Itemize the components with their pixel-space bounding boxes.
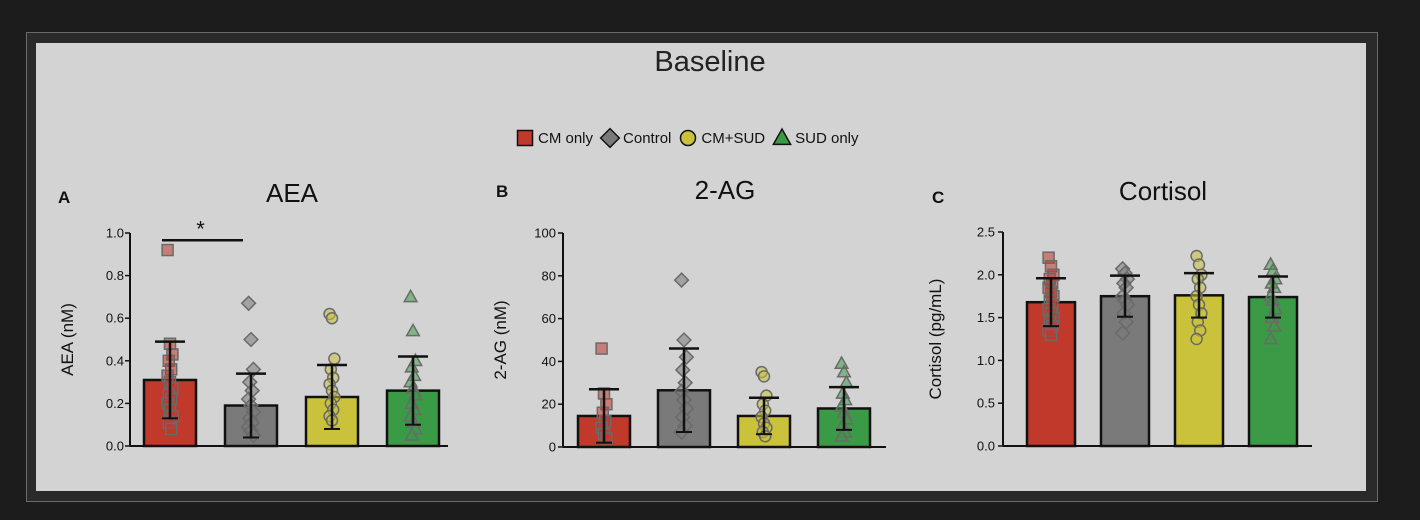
y-tick-label: 60 <box>542 311 556 326</box>
legend-marker-diamond <box>599 127 621 149</box>
panel-label: A <box>58 188 70 207</box>
legend-label: Control <box>623 129 672 147</box>
data-point <box>1266 318 1282 332</box>
chart-panel-c: C Cortisol Cortisol (pg/mL) 0.0 0.5 1.0 1.5 2.0… <box>926 176 1312 454</box>
legend-swatch <box>599 127 621 149</box>
y-tick-label: 1.5 <box>977 310 995 325</box>
y-tick-label: 0.0 <box>977 439 995 454</box>
data-point <box>1044 328 1058 341</box>
legend-label: SUD only <box>795 129 859 147</box>
legend-swatch <box>772 127 793 146</box>
y-axis-label: 2-AG (nM) <box>491 300 510 379</box>
chart-title: AEA <box>266 178 319 208</box>
y-tick-label: 2.0 <box>977 267 995 282</box>
y-tick-label: 80 <box>542 268 556 283</box>
legend-item: SUD only <box>771 127 859 149</box>
legend-marker-circle <box>680 129 697 147</box>
legend-swatch <box>680 129 697 147</box>
data-point <box>1114 325 1131 341</box>
y-tick-label: 1.0 <box>106 226 124 241</box>
chart-title: 2-AG <box>695 175 756 205</box>
data-point <box>240 295 257 312</box>
data-point <box>1262 330 1279 345</box>
y-tick-label: 0.5 <box>977 396 995 411</box>
data-point <box>595 342 608 355</box>
y-tick-label: 20 <box>542 397 556 412</box>
data-point <box>833 428 850 442</box>
legend-item: CM+SUD <box>677 127 765 149</box>
y-axis-label: AEA (nM) <box>58 303 77 376</box>
panel-label: B <box>496 182 508 201</box>
chart-title: Cortisol <box>1119 176 1207 206</box>
data-point <box>164 422 178 436</box>
data-point <box>404 427 420 441</box>
legend: CM only Control CM+SUD SUD only <box>514 127 865 149</box>
data-point <box>402 288 419 303</box>
y-tick-label: 0 <box>549 440 556 455</box>
data-point <box>405 322 421 337</box>
y-tick-label: 0.6 <box>106 311 124 326</box>
y-tick-label: 1.0 <box>977 353 995 368</box>
significance-star: * <box>196 216 205 241</box>
y-tick-label: 0.8 <box>106 268 124 283</box>
legend-item: Control <box>599 127 671 149</box>
data-point <box>243 331 259 348</box>
y-tick-label: 40 <box>542 354 556 369</box>
data-point <box>678 349 695 366</box>
y-axis-label: Cortisol (pg/mL) <box>926 279 945 400</box>
legend-item: CM only <box>514 127 593 149</box>
data-point <box>600 432 613 445</box>
data-point <box>328 352 341 365</box>
data-point <box>838 374 855 389</box>
data-point <box>325 311 339 325</box>
data-point <box>757 370 771 383</box>
figure-title: Baseline <box>654 46 766 78</box>
y-tick-label: 2.5 <box>977 225 995 240</box>
legend-marker-triangle <box>772 127 793 146</box>
legend-marker-square <box>516 129 534 147</box>
data-point <box>1192 258 1206 271</box>
data-point <box>676 332 692 348</box>
data-point <box>673 272 690 289</box>
data-point <box>836 363 852 378</box>
y-tick-label: 0.4 <box>106 353 124 368</box>
legend-swatch <box>516 129 534 147</box>
panel-label: C <box>932 188 944 207</box>
legend-label: CM only <box>538 129 594 147</box>
chart-panel-a: A AEA AEA (nM) 0.0 0.2 0.4 0.6 0.8 1.0 * <box>58 178 448 454</box>
data-point <box>161 243 174 257</box>
data-point <box>1190 332 1203 346</box>
data-point <box>833 355 850 369</box>
y-tick-label: 0.0 <box>106 439 124 454</box>
chart-panel-b: B 2-AG 2-AG (nM) 0 20 40 60 80 100 <box>491 175 886 455</box>
legend-label: CM+SUD <box>701 129 766 147</box>
y-tick-label: 0.2 <box>106 396 124 411</box>
y-tick-label: 100 <box>534 226 556 241</box>
